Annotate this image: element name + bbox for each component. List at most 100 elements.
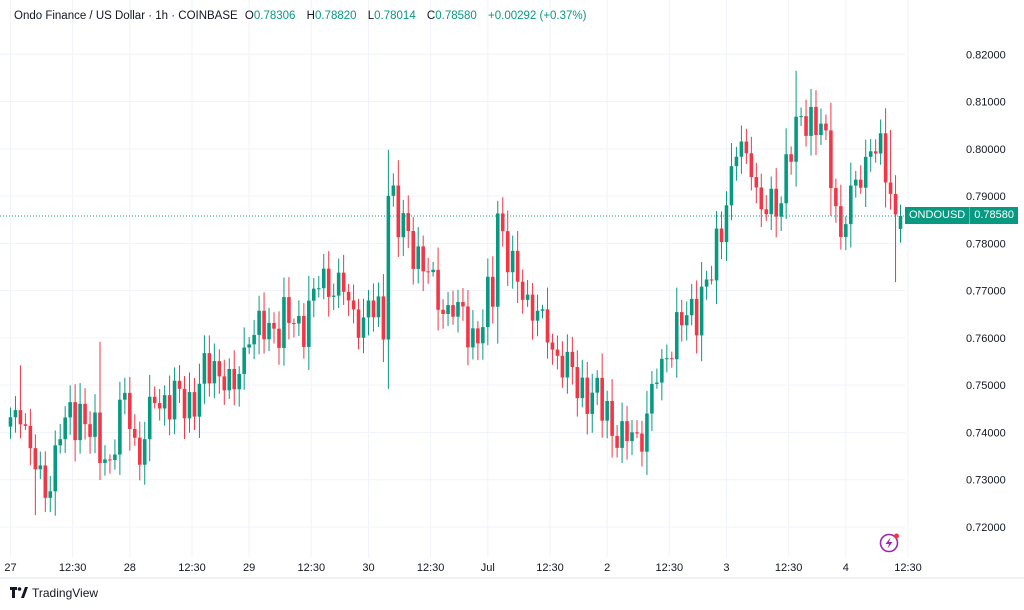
change-value: +0.00292 (+0.37%): [488, 10, 587, 22]
candle-body: [789, 154, 793, 162]
symbol-title[interactable]: Ondo Finance / US Dollar · 1h · COINBASE: [14, 10, 238, 22]
candle-body: [655, 382, 659, 384]
time-tick-label: 12:30: [536, 562, 564, 574]
candle-body: [804, 116, 808, 136]
candle-body: [167, 395, 172, 420]
candle-body: [839, 206, 843, 237]
candle-body: [232, 368, 237, 390]
candle-body: [565, 351, 570, 378]
candle-body: [858, 179, 863, 188]
candle-body: [58, 439, 62, 446]
candle-body: [118, 399, 122, 455]
candle-body: [719, 228, 724, 243]
last-price-tag: ONDOUSD 0.78580: [905, 207, 1018, 225]
candle-body: [287, 297, 291, 323]
candle-body: [133, 428, 137, 438]
candle-body: [525, 294, 530, 300]
high-value: 0.78820: [314, 10, 357, 22]
price-tag-symbol: ONDOUSD: [905, 207, 971, 225]
tradingview-footer[interactable]: TradingView: [10, 586, 98, 600]
price-tick-label: 0.72000: [966, 522, 1006, 534]
price-tick-label: 0.76000: [966, 333, 1006, 345]
candle-body: [491, 276, 495, 307]
candle-body: [729, 166, 734, 206]
candle-body: [555, 349, 560, 356]
candle-body: [834, 188, 838, 207]
candle-body: [530, 294, 535, 321]
candle-body: [580, 377, 585, 399]
candle-body: [550, 342, 555, 350]
candle-body: [162, 395, 167, 409]
candle-body: [391, 185, 396, 196]
candle-body: [863, 156, 868, 188]
time-tick-label: 12:30: [775, 562, 803, 574]
candle-body: [282, 297, 286, 348]
candle-body: [247, 344, 251, 348]
candle-body: [515, 250, 520, 282]
candle-body: [242, 347, 246, 374]
candle-body: [381, 296, 386, 340]
candle-body: [123, 392, 127, 400]
time-tick-label: 4: [843, 562, 849, 574]
lightning-icon[interactable]: [878, 532, 900, 554]
candle-body: [670, 358, 674, 360]
candle-body: [535, 310, 540, 321]
candle-body: [749, 153, 754, 178]
price-axis[interactable]: 0.82000 0.81000 0.80000 0.79000 0.78000 0.770…: [966, 49, 1006, 534]
candle-body: [461, 302, 465, 307]
price-tick-label: 0.82000: [966, 49, 1006, 61]
candle-body: [416, 246, 420, 269]
candle-body: [207, 353, 212, 384]
candle-body: [635, 432, 639, 434]
candle-body: [595, 377, 599, 393]
candle-body: [486, 276, 490, 328]
candle-body: [714, 228, 719, 281]
candle-body: [401, 213, 406, 238]
candle-body: [844, 224, 848, 237]
candle-body: [759, 187, 764, 210]
legend-header: Ondo Finance / US Dollar · 1h · COINBASE…: [14, 10, 590, 22]
candle-body: [704, 279, 709, 287]
candle-body: [192, 392, 197, 417]
candle-body: [172, 380, 177, 420]
candle-body: [809, 106, 813, 136]
time-tick-label: 12:30: [178, 562, 206, 574]
candle-body: [252, 334, 256, 345]
candle-body: [709, 279, 714, 281]
candle-body: [893, 193, 898, 215]
price-tag-value: 0.78580: [970, 207, 1018, 225]
candle-body: [620, 421, 624, 448]
candle-body: [386, 195, 391, 340]
candle-body: [769, 188, 774, 215]
candle-body: [883, 133, 888, 183]
candle-body: [625, 421, 629, 442]
candle-body: [331, 295, 336, 297]
open-label: O: [244, 10, 254, 22]
candle-body: [575, 367, 580, 399]
candle-body: [197, 383, 202, 417]
ohlc-high: H0.78820: [307, 10, 364, 22]
candle-body: [476, 328, 480, 344]
candle-body: [366, 300, 371, 318]
candle-body: [128, 392, 132, 429]
candle-body: [754, 177, 759, 188]
time-axis[interactable]: 27 12:30 28 12:30 29 12:30 30 12:30 Jul 12:30 2 12:…: [4, 562, 921, 574]
candle-body: [312, 288, 316, 301]
candle-body: [441, 309, 445, 315]
candle-body: [396, 185, 401, 238]
candle-body: [346, 291, 351, 301]
candle-body: [779, 203, 783, 217]
candle-body: [585, 377, 590, 414]
candle-body: [466, 306, 470, 348]
candle-body: [376, 296, 381, 318]
candle-body: [356, 309, 361, 338]
candle-body: [640, 433, 644, 452]
candles: [8, 70, 903, 516]
candle-body: [227, 368, 232, 391]
price-tick-label: 0.78000: [966, 238, 1006, 250]
candle-body: [222, 376, 227, 391]
candle-body: [202, 353, 207, 384]
candle-body: [13, 410, 18, 418]
candle-body: [824, 123, 828, 131]
